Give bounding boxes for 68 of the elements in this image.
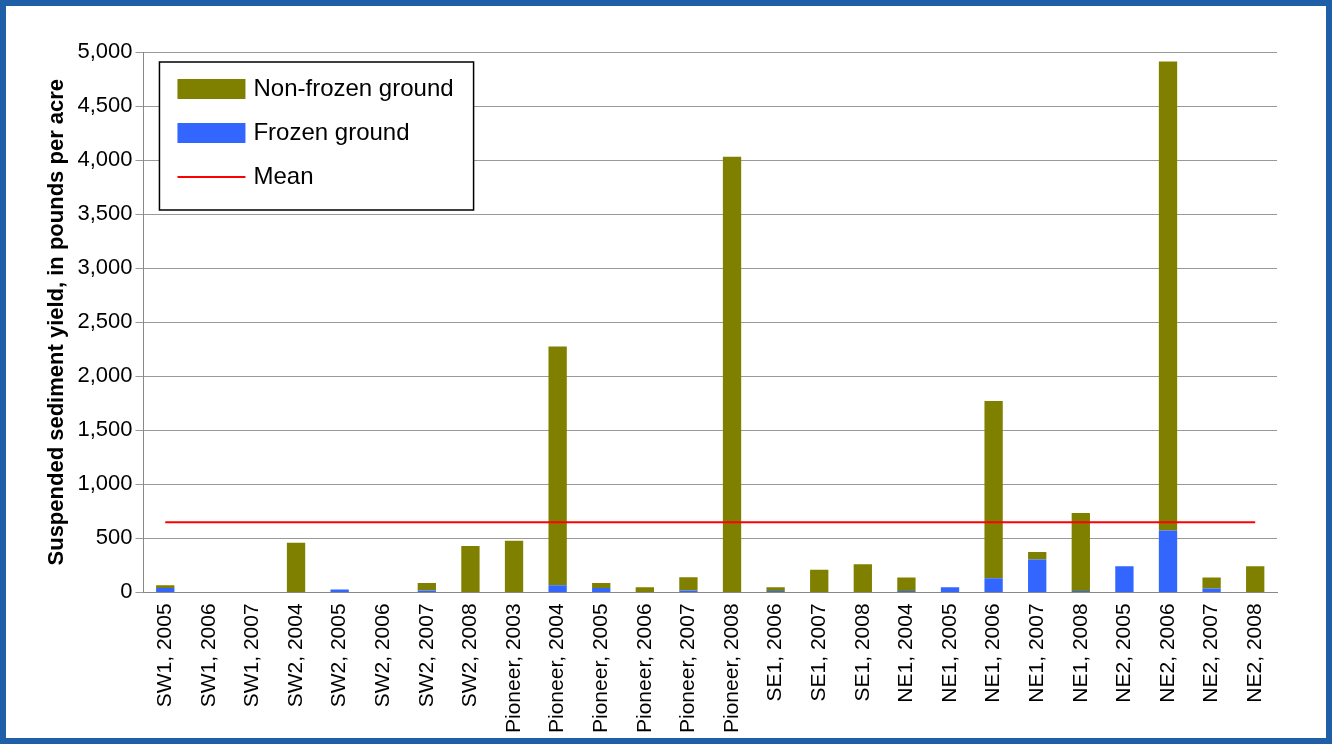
bar xyxy=(548,346,567,586)
x-tick-label: Pioneer, 2003 xyxy=(500,603,524,733)
bar xyxy=(330,589,349,592)
y-tick-label: 4,500 xyxy=(77,92,133,118)
x-tick-label: SE1, 2007 xyxy=(806,603,830,702)
bar xyxy=(853,564,872,592)
bar xyxy=(1115,566,1134,592)
x-tick-label: SE1, 2006 xyxy=(762,603,786,702)
legend-label: Mean xyxy=(253,161,314,189)
x-tick-label: NE1, 2008 xyxy=(1067,603,1091,703)
bar xyxy=(548,585,567,592)
bar xyxy=(940,587,960,592)
bar xyxy=(592,588,611,592)
x-tick-label: NE2, 2008 xyxy=(1242,603,1265,703)
x-tick-label: SW2, 2004 xyxy=(282,603,306,708)
bar xyxy=(984,578,1003,592)
bar xyxy=(722,156,742,592)
bar xyxy=(286,542,306,592)
bar xyxy=(679,577,698,591)
y-tick-label: 0 xyxy=(120,578,133,604)
x-tick-label: SW2, 2007 xyxy=(413,603,437,708)
y-tick-label: 1,500 xyxy=(77,416,133,442)
x-tick-label: NE2, 2005 xyxy=(1111,603,1135,703)
bar xyxy=(1028,559,1047,592)
bar xyxy=(1071,512,1090,591)
bar xyxy=(1158,530,1178,592)
bar xyxy=(810,569,829,592)
y-tick-label: 2,000 xyxy=(77,362,133,388)
x-tick-label: NE1, 2004 xyxy=(893,603,917,703)
x-tick-label: NE1, 2007 xyxy=(1024,603,1048,703)
x-tick-label: NE2, 2007 xyxy=(1198,603,1222,703)
bar xyxy=(461,545,480,592)
y-tick-label: 3,500 xyxy=(77,200,133,226)
x-tick-label: SW1, 2006 xyxy=(195,603,219,708)
y-tick-label: 2,500 xyxy=(77,308,133,334)
y-tick-label: 500 xyxy=(95,524,133,550)
x-tick-label: Pioneer, 2005 xyxy=(588,603,612,733)
y-tick-label: 5,000 xyxy=(77,38,133,64)
bar xyxy=(592,582,611,589)
x-tick-label: SW2, 2006 xyxy=(370,603,394,708)
x-tick-label: SW1, 2007 xyxy=(239,603,263,708)
x-tick-label: SW2, 2008 xyxy=(457,603,481,708)
x-tick-label: Pioneer, 2007 xyxy=(675,603,699,733)
x-tick-label: NE2, 2006 xyxy=(1154,603,1178,703)
x-tick-label: NE1, 2006 xyxy=(980,603,1004,703)
y-tick-label: 4,000 xyxy=(77,146,133,172)
bar xyxy=(1028,552,1047,560)
x-tick-label: SE1, 2008 xyxy=(849,603,873,702)
bar xyxy=(897,577,916,591)
bar xyxy=(1202,588,1221,592)
x-tick-label: NE1, 2005 xyxy=(936,603,960,703)
bar xyxy=(635,587,654,592)
legend-label: Frozen ground xyxy=(253,117,410,145)
legend-label: Non-frozen ground xyxy=(253,73,454,101)
x-tick-label: Pioneer, 2008 xyxy=(718,603,742,733)
bar xyxy=(1202,577,1221,589)
x-tick-label: SW1, 2005 xyxy=(152,603,176,708)
y-tick-label: 1,000 xyxy=(77,470,133,496)
bar xyxy=(504,540,524,592)
bar xyxy=(417,582,436,591)
x-tick-label: Pioneer, 2006 xyxy=(631,603,655,733)
bar xyxy=(1246,566,1265,592)
y-tick-label: 3,000 xyxy=(77,254,133,280)
bar xyxy=(1158,61,1178,531)
bar xyxy=(984,401,1003,579)
x-tick-label: SW2, 2005 xyxy=(326,603,350,708)
x-tick-label: Pioneer, 2004 xyxy=(544,603,568,733)
y-axis-title: Suspended sediment yield, in pounds per acre xyxy=(43,78,69,566)
